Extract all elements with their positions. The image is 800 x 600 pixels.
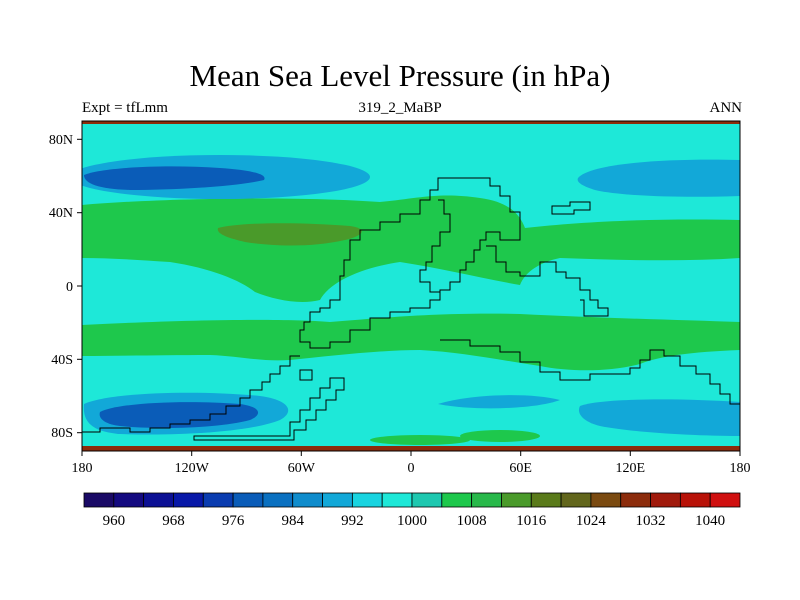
- pressure-field: [82, 121, 740, 451]
- coastline-east-peninsula: [486, 245, 609, 317]
- colorbar-box-1012: [501, 492, 532, 508]
- colorbar-box-1024: [590, 492, 622, 508]
- x-tick-120e: 120E: [616, 461, 646, 476]
- map-title: Mean Sea Level Pressure (in hPa): [189, 58, 611, 93]
- colorbar-box-992: [351, 492, 383, 508]
- colorbar-box-1004: [441, 492, 473, 508]
- colorbar-box-976: [232, 492, 264, 508]
- experiment-label: Expt = tfLmm: [82, 100, 168, 116]
- colorbar-label-1000: 1000: [397, 513, 427, 529]
- colorbar-box-1020: [560, 492, 592, 508]
- y-tick-80n: 80N: [49, 133, 73, 148]
- colorbar-box-1032: [650, 492, 681, 508]
- x-tick-60w: 60W: [288, 461, 316, 476]
- colorbar-box-964: [143, 492, 174, 508]
- colorbar-label-1016: 1016: [516, 513, 547, 529]
- colorbar-box-972: [202, 492, 234, 508]
- x-tick-180e: 180: [730, 461, 751, 476]
- colorbar-label-968: 968: [162, 513, 185, 529]
- colorbar-label-1024: 1024: [576, 513, 607, 529]
- colorbar-box-968: [173, 492, 204, 508]
- season-label: ANN: [709, 100, 743, 116]
- region-north-low-west-core: [84, 166, 265, 190]
- region-south-edge-strip: [82, 446, 740, 451]
- coastlines: [82, 177, 740, 441]
- x-tick-180w: 180: [72, 461, 93, 476]
- x-tick-0: 0: [408, 461, 415, 476]
- coastline-south-land: [193, 377, 345, 441]
- colorbar: 960 968 976 984 992 1000 1008 1016 1024 1032 1040: [83, 492, 741, 529]
- colorbar-label-1008: 1008: [457, 513, 487, 529]
- colorbar-box-960: [113, 492, 145, 508]
- region-south-green-patch-1: [370, 435, 470, 445]
- x-axis-labels: 180 120W 60W 0 60E 120E 180: [72, 461, 751, 476]
- x-tick-120w: 120W: [175, 461, 210, 476]
- coastline-north-continent: [299, 177, 521, 349]
- coastline-west-inlet: [299, 369, 313, 381]
- y-tick-40n: 40N: [49, 206, 73, 221]
- run-label: 319_2_MaBP: [358, 100, 442, 116]
- colorbar-label-1032: 1032: [636, 513, 666, 529]
- colorbar-label-960: 960: [103, 513, 126, 529]
- colorbar-box-996: [381, 492, 413, 508]
- y-tick-80s: 80S: [51, 426, 73, 441]
- colorbar-label-1040: 1040: [695, 513, 725, 529]
- region-north-edge-strip: [82, 121, 740, 124]
- colorbar-box-1016: [530, 492, 562, 508]
- coastline-north-interior: [419, 199, 451, 293]
- coastline-southeast: [440, 339, 740, 405]
- coastline-south-continent: [82, 355, 300, 433]
- colorbar-box-1036: [679, 492, 711, 508]
- region-south-green-patch-2: [460, 430, 540, 442]
- colorbar-box-980: [262, 492, 294, 508]
- colorbar-label-976: 976: [222, 513, 245, 529]
- region-north-pacific-high-core: [217, 223, 362, 246]
- colorbar-box-984: [292, 492, 323, 508]
- region-north-subtropical-high: [82, 195, 740, 303]
- colorbar-label-992: 992: [341, 513, 364, 529]
- colorbar-label-984: 984: [281, 513, 304, 529]
- colorbar-box-988: [322, 492, 353, 508]
- region-south-low-west-core: [99, 402, 259, 428]
- region-south-low-east: [578, 399, 740, 436]
- coastline-east-island: [551, 201, 591, 215]
- y-axis-labels: 80N 40N 0 40S 80S: [49, 133, 73, 441]
- colorbar-box-956: [83, 492, 115, 508]
- region-south-low-streak: [438, 395, 560, 409]
- colorbar-box-1040: [709, 492, 741, 508]
- y-tick-40s: 40S: [51, 353, 73, 368]
- x-tick-60e: 60E: [509, 461, 532, 476]
- region-north-low-east: [577, 159, 740, 197]
- region-south-subtropical-high: [82, 313, 740, 371]
- colorbar-box-1008: [471, 492, 502, 508]
- y-tick-0: 0: [66, 280, 73, 295]
- colorbar-box-1028: [620, 492, 651, 508]
- tick-marks: [77, 138, 741, 456]
- colorbar-box-1000: [411, 492, 443, 508]
